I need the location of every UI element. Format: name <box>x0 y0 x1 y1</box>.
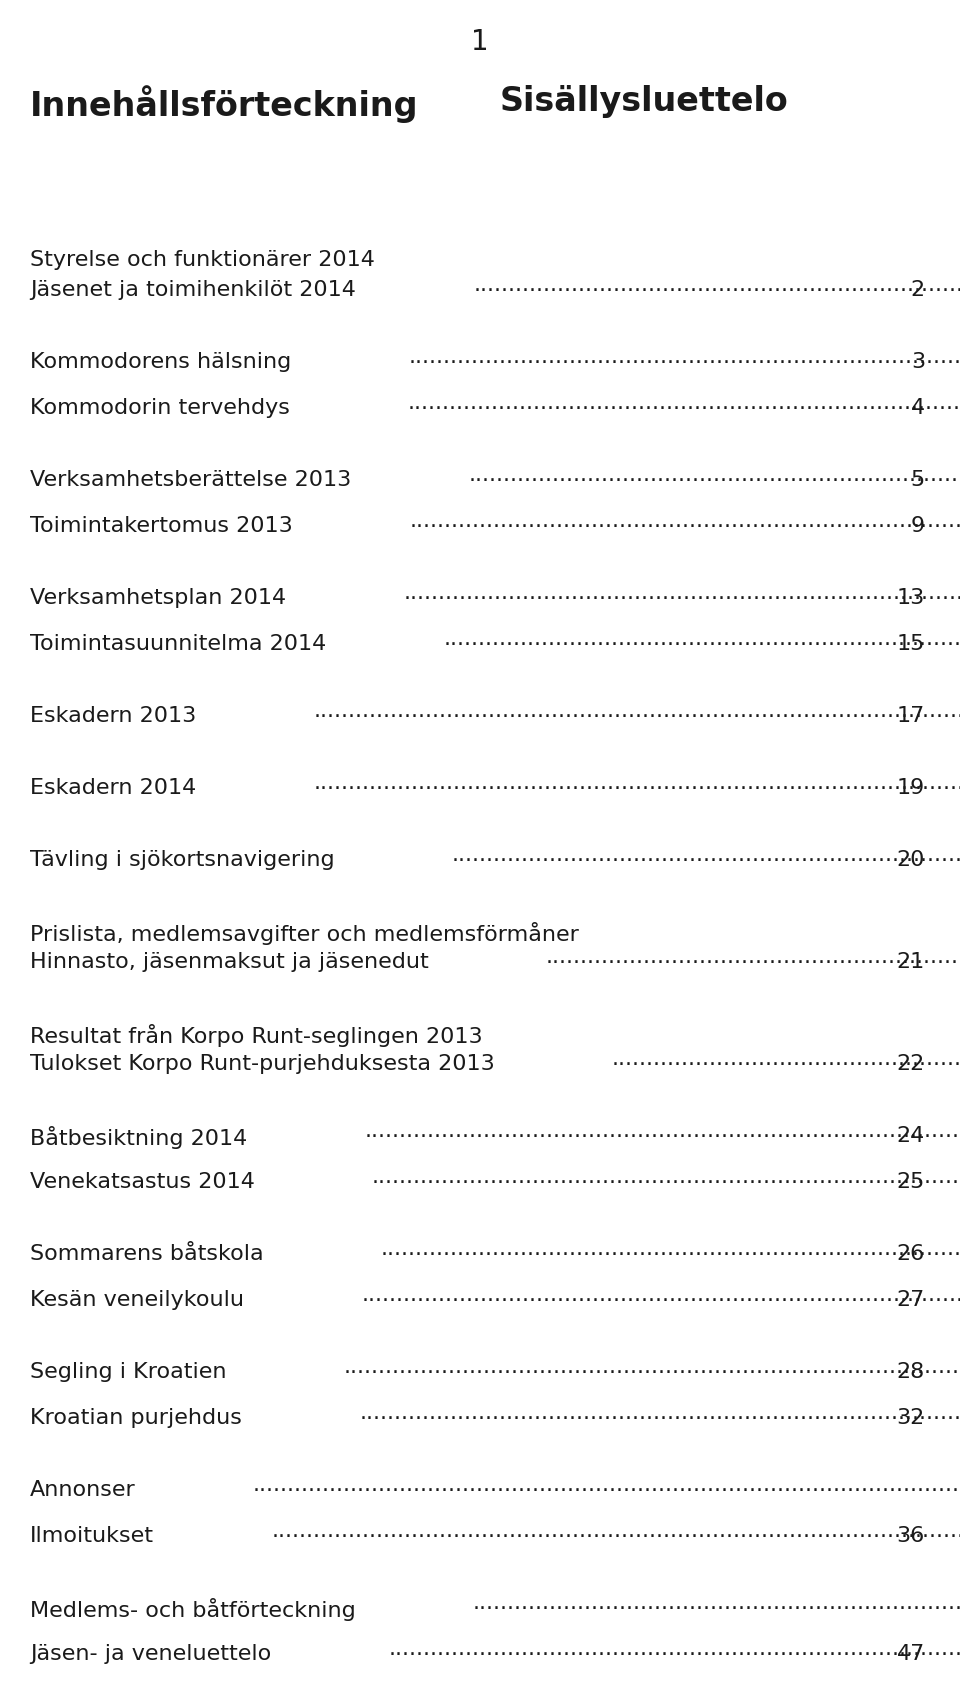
Text: Innehållsförteckning: Innehållsförteckning <box>30 85 419 123</box>
Text: Medlems- och båtförteckning: Medlems- och båtförteckning <box>30 1597 356 1621</box>
Text: 47: 47 <box>897 1643 925 1664</box>
Text: ................................................................................: ........................................… <box>409 347 960 368</box>
Text: ................................................................................: ........................................… <box>546 947 960 967</box>
Text: Sisällysluettelo: Sisällysluettelo <box>500 85 789 118</box>
Text: Eskadern 2014: Eskadern 2014 <box>30 778 196 799</box>
Text: ................................................................................: ........................................… <box>359 1403 960 1424</box>
Text: ................................................................................: ........................................… <box>361 1286 960 1304</box>
Text: 17: 17 <box>897 707 925 725</box>
Text: Annonser: Annonser <box>30 1480 135 1500</box>
Text: Båtbesiktning 2014: Båtbesiktning 2014 <box>30 1126 248 1150</box>
Text: 2: 2 <box>911 279 925 300</box>
Text: ................................................................................: ........................................… <box>344 1357 960 1378</box>
Text: Kesän veneilykoulu: Kesän veneilykoulu <box>30 1289 244 1310</box>
Text: Toimintasuunnitelma 2014: Toimintasuunnitelma 2014 <box>30 634 326 654</box>
Text: 25: 25 <box>897 1172 925 1192</box>
Text: 36: 36 <box>897 1526 925 1546</box>
Text: Kommodorin tervehdys: Kommodorin tervehdys <box>30 399 290 417</box>
Text: Verksamhetsberättelse 2013: Verksamhetsberättelse 2013 <box>30 470 351 490</box>
Text: ................................................................................: ........................................… <box>365 1121 960 1141</box>
Text: ................................................................................: ........................................… <box>389 1640 960 1659</box>
Text: 13: 13 <box>897 588 925 608</box>
Text: 32: 32 <box>897 1408 925 1427</box>
Text: 27: 27 <box>897 1289 925 1310</box>
Text: 28: 28 <box>897 1362 925 1381</box>
Text: ................................................................................: ........................................… <box>314 773 960 794</box>
Text: Ilmoitukset: Ilmoitukset <box>30 1526 154 1546</box>
Text: 3: 3 <box>911 353 925 371</box>
Text: ................................................................................: ........................................… <box>444 630 960 649</box>
Text: Tulokset Korpo Runt-purjehduksesta 2013: Tulokset Korpo Runt-purjehduksesta 2013 <box>30 1054 494 1075</box>
Text: Kommodorens hälsning: Kommodorens hälsning <box>30 353 291 371</box>
Text: ................................................................................: ........................................… <box>403 584 960 603</box>
Text: ................................................................................: ........................................… <box>410 511 960 531</box>
Text: Hinnasto, jäsenmaksut ja jäsenedut: Hinnasto, jäsenmaksut ja jäsenedut <box>30 952 429 972</box>
Text: ................................................................................: ........................................… <box>372 1167 960 1187</box>
Text: 4: 4 <box>911 399 925 417</box>
Text: 15: 15 <box>897 634 925 654</box>
Text: 1: 1 <box>471 27 489 56</box>
Text: 19: 19 <box>897 778 925 799</box>
Text: Sommarens båtskola: Sommarens båtskola <box>30 1243 264 1264</box>
Text: ................................................................................: ........................................… <box>381 1240 960 1259</box>
Text: ................................................................................: ........................................… <box>468 465 960 485</box>
Text: ................................................................................: ........................................… <box>272 1521 960 1541</box>
Text: 22: 22 <box>897 1054 925 1075</box>
Text: ................................................................................: ........................................… <box>314 702 960 722</box>
Text: ................................................................................: ........................................… <box>452 845 960 865</box>
Text: 9: 9 <box>911 516 925 536</box>
Text: Kroatian purjehdus: Kroatian purjehdus <box>30 1408 242 1427</box>
Text: Prislista, medlemsavgifter och medlemsförmåner: Prislista, medlemsavgifter och medlemsfö… <box>30 921 579 945</box>
Text: Styrelse och funktionärer 2014: Styrelse och funktionärer 2014 <box>30 250 374 271</box>
Text: Verksamhetsplan 2014: Verksamhetsplan 2014 <box>30 588 286 608</box>
Text: 26: 26 <box>897 1243 925 1264</box>
Text: 21: 21 <box>897 952 925 972</box>
Text: ................................................................................: ........................................… <box>253 1475 960 1495</box>
Text: Toimintakertomus 2013: Toimintakertomus 2013 <box>30 516 293 536</box>
Text: Eskadern 2013: Eskadern 2013 <box>30 707 196 725</box>
Text: 24: 24 <box>897 1126 925 1146</box>
Text: ................................................................................: ........................................… <box>407 393 960 414</box>
Text: Jäsenet ja toimihenkilöt 2014: Jäsenet ja toimihenkilöt 2014 <box>30 279 356 300</box>
Text: Resultat från Korpo Runt-seglingen 2013: Resultat från Korpo Runt-seglingen 2013 <box>30 1024 483 1047</box>
Text: ................................................................................: ........................................… <box>473 276 960 295</box>
Text: ................................................................................: ........................................… <box>473 1594 960 1613</box>
Text: Jäsen- ja veneluettelo: Jäsen- ja veneluettelo <box>30 1643 272 1664</box>
Text: Segling i Kroatien: Segling i Kroatien <box>30 1362 227 1381</box>
Text: Venekatsastus 2014: Venekatsastus 2014 <box>30 1172 254 1192</box>
Text: ................................................................................: ........................................… <box>612 1049 960 1069</box>
Text: 20: 20 <box>897 850 925 870</box>
Text: 5: 5 <box>911 470 925 490</box>
Text: Tävling i sjökortsnavigering: Tävling i sjökortsnavigering <box>30 850 335 870</box>
